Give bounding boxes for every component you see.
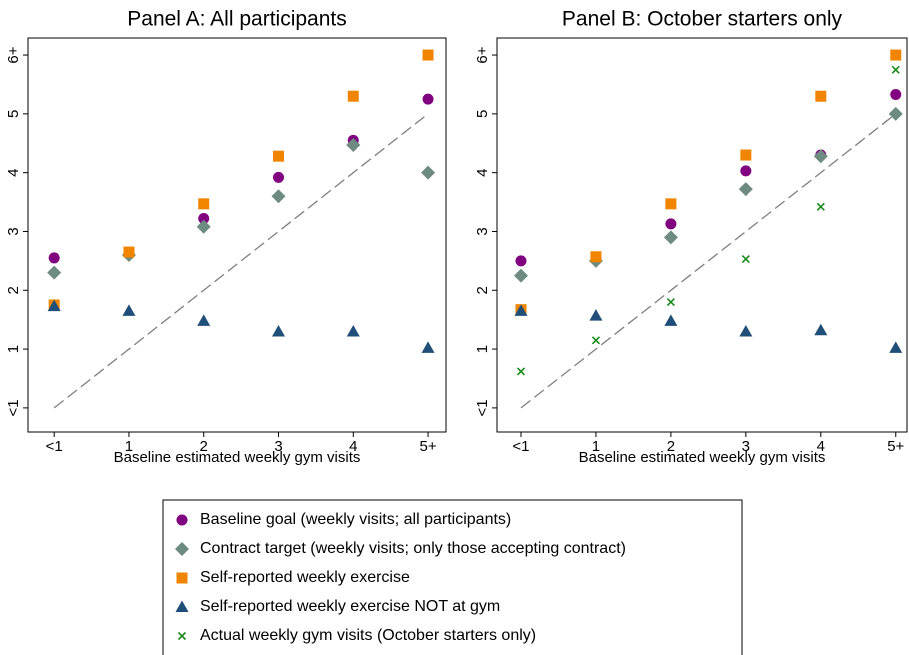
point bbox=[740, 149, 752, 161]
point bbox=[890, 49, 902, 61]
point bbox=[890, 88, 902, 100]
legend-label: Self-reported weekly exercise bbox=[200, 569, 410, 586]
panel-title: Panel A: All participants bbox=[127, 8, 346, 31]
point bbox=[422, 93, 434, 105]
legend-marker bbox=[176, 572, 188, 584]
point bbox=[346, 138, 361, 153]
point bbox=[664, 314, 678, 326]
point bbox=[271, 189, 286, 204]
y-tick-label: 4 bbox=[474, 168, 491, 176]
point bbox=[347, 90, 359, 102]
point bbox=[815, 90, 827, 102]
point bbox=[123, 246, 135, 258]
x-tick-label: 4 bbox=[349, 438, 357, 455]
legend-label: Contract target (weekly visits; only tho… bbox=[200, 540, 626, 557]
x-tick-label: 3 bbox=[742, 438, 750, 455]
point bbox=[196, 219, 211, 234]
x-tick-label: 2 bbox=[667, 438, 675, 455]
point bbox=[738, 182, 753, 197]
point bbox=[197, 314, 211, 326]
point bbox=[273, 171, 285, 183]
point bbox=[591, 336, 601, 345]
legend-label: Actual weekly gym visits (October starte… bbox=[200, 627, 536, 644]
point bbox=[665, 198, 677, 210]
y-tick-label: 4 bbox=[5, 168, 22, 176]
point bbox=[47, 299, 61, 312]
point bbox=[888, 106, 903, 121]
legend-marker bbox=[175, 542, 189, 556]
point bbox=[741, 255, 750, 264]
x-axis-title: Baseline estimated weekly gym visits bbox=[579, 449, 826, 466]
point bbox=[515, 255, 527, 267]
x-tick-label: 5+ bbox=[887, 438, 904, 455]
point bbox=[813, 149, 828, 164]
point bbox=[47, 265, 62, 280]
point bbox=[272, 324, 286, 337]
point bbox=[122, 304, 136, 316]
y-tick-label: 3 bbox=[5, 227, 22, 235]
point bbox=[663, 230, 678, 245]
point bbox=[198, 213, 210, 225]
point bbox=[889, 341, 903, 353]
point bbox=[666, 297, 675, 307]
point bbox=[514, 304, 528, 316]
y-tick-label: 6+ bbox=[5, 46, 22, 63]
point bbox=[739, 324, 753, 337]
point bbox=[273, 150, 285, 162]
x-tick-label: 4 bbox=[817, 438, 825, 455]
x-tick-label: 3 bbox=[274, 438, 282, 455]
x-tick-label: <1 bbox=[512, 438, 529, 455]
legend-marker bbox=[176, 514, 188, 526]
x-tick-label: 1 bbox=[125, 438, 133, 455]
point bbox=[422, 49, 434, 61]
point bbox=[346, 324, 360, 337]
point bbox=[816, 202, 825, 211]
plot-area bbox=[27, 37, 447, 433]
x-tick-label: <1 bbox=[46, 438, 63, 455]
y-tick-label: 5 bbox=[5, 110, 22, 118]
point bbox=[513, 268, 528, 283]
plot-area bbox=[496, 37, 908, 433]
legend-marker bbox=[175, 600, 189, 612]
legend-label: Baseline goal (weekly visits; all partic… bbox=[200, 511, 511, 528]
y-tick-label: 2 bbox=[474, 286, 491, 294]
point bbox=[891, 65, 900, 74]
x-axis-title: Baseline estimated weekly gym visits bbox=[114, 449, 361, 466]
point bbox=[421, 165, 436, 180]
legend-marker bbox=[177, 631, 187, 641]
x-tick-label: 2 bbox=[200, 438, 208, 455]
diagonal-line bbox=[520, 113, 897, 409]
panel-title: Panel B: October starters only bbox=[562, 8, 843, 31]
y-tick-label: <1 bbox=[5, 399, 22, 416]
legend-box bbox=[162, 499, 743, 655]
x-tick-label: 1 bbox=[592, 438, 600, 455]
point bbox=[198, 198, 210, 210]
x-tick-label: 5+ bbox=[419, 438, 436, 455]
legend-label: Self-reported weekly exercise NOT at gym bbox=[200, 598, 500, 615]
point bbox=[590, 251, 602, 263]
y-tick-label: 5 bbox=[474, 110, 491, 118]
point bbox=[814, 323, 828, 336]
point bbox=[516, 367, 526, 376]
y-tick-label: 6+ bbox=[474, 46, 491, 63]
point bbox=[421, 341, 435, 353]
y-tick-label: 1 bbox=[474, 345, 491, 353]
point bbox=[48, 252, 60, 264]
point bbox=[665, 218, 677, 230]
y-tick-label: 3 bbox=[474, 227, 491, 235]
y-tick-label: <1 bbox=[474, 399, 491, 416]
point bbox=[740, 165, 752, 177]
y-tick-label: 1 bbox=[5, 345, 22, 353]
y-tick-label: 2 bbox=[5, 286, 22, 294]
diagonal-line bbox=[53, 113, 429, 409]
point bbox=[589, 309, 603, 321]
